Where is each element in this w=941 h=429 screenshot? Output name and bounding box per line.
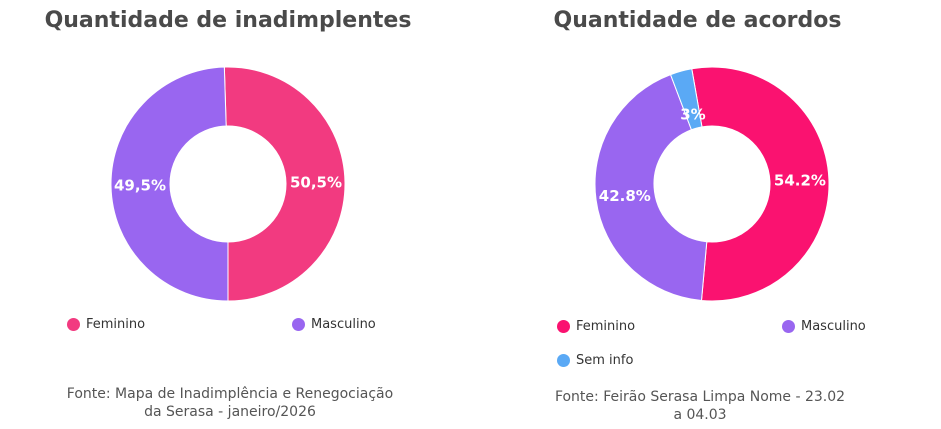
legend-item-feminino[interactable]: Feminino bbox=[557, 319, 635, 334]
donut-chart: 54.2% 42.8% 3% bbox=[594, 66, 830, 302]
donut-chart: 50,5% 49,5% bbox=[110, 66, 346, 302]
legend-dot-masculino bbox=[782, 320, 795, 333]
legend-dot-feminino bbox=[557, 320, 570, 333]
data-label-sem-info: 3% bbox=[680, 106, 705, 124]
legend-label: Masculino bbox=[311, 317, 376, 332]
legend-label: Feminino bbox=[86, 317, 146, 332]
source-note: Fonte: Mapa de Inadimplência e Renegocia… bbox=[66, 386, 394, 420]
legend-label: Masculino bbox=[801, 319, 866, 334]
data-label-masculino: 42.8% bbox=[599, 187, 651, 205]
legend-item-masculino[interactable]: Masculino bbox=[782, 319, 866, 334]
slice-masculino[interactable] bbox=[110, 66, 229, 302]
legend-item-sem-info[interactable]: Sem info bbox=[557, 353, 633, 368]
legend-item-masculino[interactable]: Masculino bbox=[292, 317, 376, 332]
legend-label: Sem info bbox=[576, 353, 634, 368]
chart-inadimplentes: Quantidade de inadimplentes 50,5% 49,5% F… bbox=[0, 0, 470, 429]
slice-sem-info[interactable] bbox=[669, 68, 703, 131]
chart-acordos: Quantidade de acordos 54.2% 42.8% 3% Femin… bbox=[470, 0, 941, 429]
legend-dot-masculino bbox=[292, 318, 305, 331]
slice-masculino[interactable] bbox=[594, 73, 708, 302]
chart-title: Quantidade de inadimplentes bbox=[44, 8, 412, 33]
data-label-masculino: 49,5% bbox=[114, 176, 166, 194]
legend-dot-sem-info bbox=[557, 354, 570, 367]
slice-feminino[interactable] bbox=[223, 66, 346, 302]
legend-item-feminino[interactable]: Feminino bbox=[67, 317, 145, 332]
source-note: Fonte: Feirão Serasa Limpa Nome - 23.02 … bbox=[554, 389, 846, 423]
data-label-feminino: 50,5% bbox=[290, 174, 342, 192]
chart-title: Quantidade de acordos bbox=[553, 8, 842, 33]
legend-dot-feminino bbox=[67, 318, 80, 331]
legend-label: Feminino bbox=[576, 319, 636, 334]
slice-feminino[interactable] bbox=[691, 66, 830, 302]
data-label-feminino: 54.2% bbox=[774, 171, 826, 189]
